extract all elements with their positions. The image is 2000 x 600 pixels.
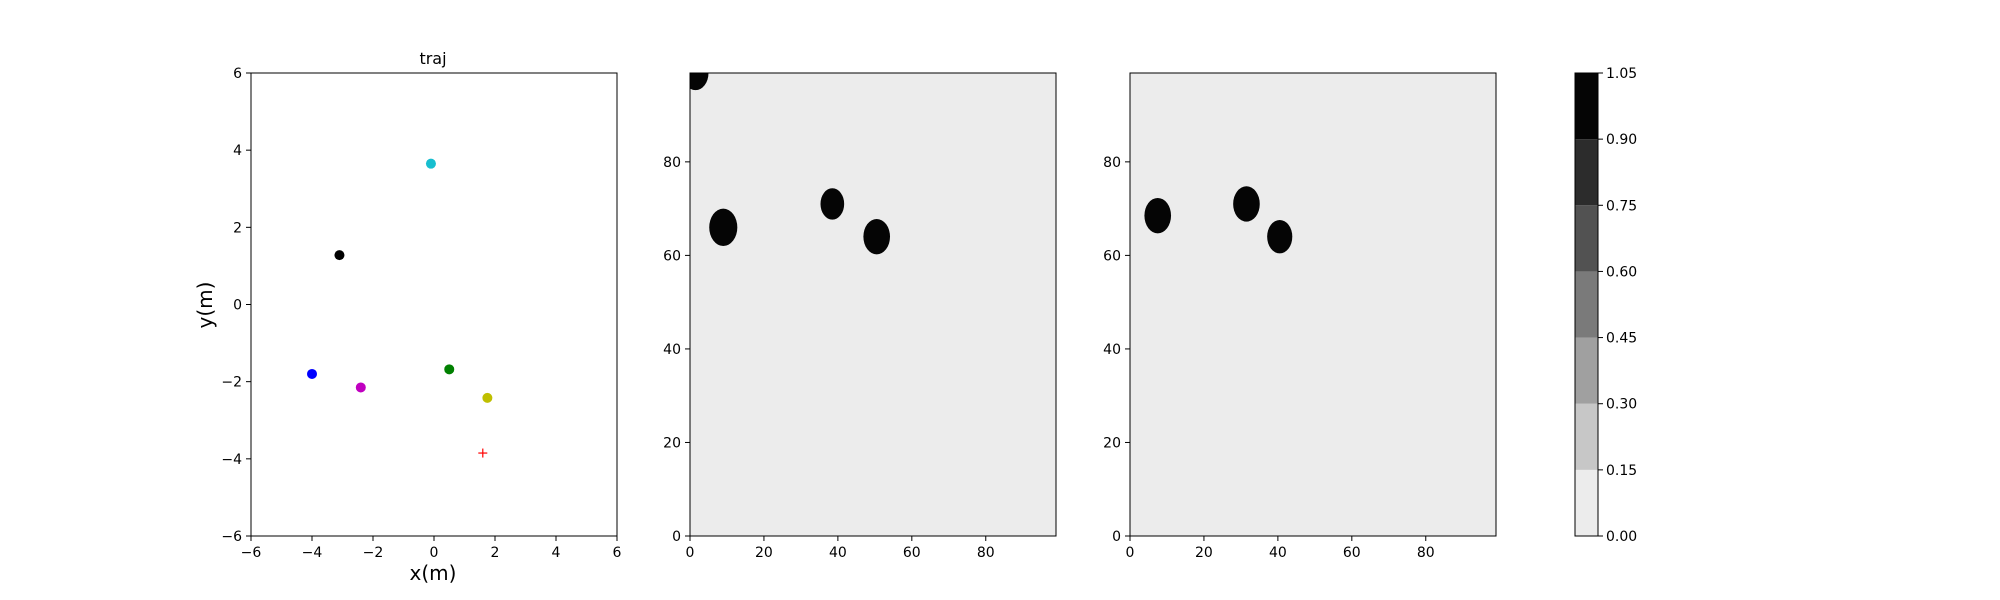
y-tick-label: 20 [1103,435,1121,451]
y-tick-label: 40 [1103,342,1121,358]
x-tick-label: 20 [1195,545,1213,561]
scatter-point-2 [307,368,317,379]
x-tick-label: 40 [829,545,847,561]
scatter-point-3 [355,382,366,393]
colorbar-tick-label: 0.90 [1606,132,1637,148]
map-2-axes-frame [1129,72,1497,537]
y-tick-label: 6 [233,66,242,82]
map-background [690,73,1056,536]
x-tick-label: 60 [903,545,921,561]
y-tick-label: −2 [221,375,242,391]
map-1-image [690,73,1056,536]
colorbar-tick-label: 0.75 [1606,198,1637,214]
obstacle-blob [820,188,845,220]
obstacle-blob [1267,219,1293,254]
colorbar-tick-label: 0.15 [1606,463,1637,479]
x-tick-label: 80 [977,545,995,561]
colorbar-tick-label: 0.00 [1606,529,1637,545]
y-tick-label: −4 [221,452,242,468]
colorbar-band [1575,337,1598,404]
x-tick-label: 2 [491,545,500,561]
y-tick-label: 4 [233,143,242,159]
trajectory-axes-frame [250,72,618,537]
x-tick-label: 20 [755,545,773,561]
y-axis-label: y(m) [193,282,217,329]
x-tick-label: 60 [1343,545,1361,561]
obstacle-blob [863,219,891,255]
y-tick-label: 0 [1112,529,1121,545]
trajectory-points [307,158,493,458]
colorbar-band [1575,205,1598,272]
colorbar: 0.00 0.15 0.30 0.45 0.60 0.75 0.90 1.05 [1574,66,1637,545]
colorbar-band [1575,139,1598,206]
y-tick-label: 40 [663,342,681,358]
map-2-image [1130,73,1496,536]
colorbar-ticks: 0.00 0.15 0.30 0.45 0.60 0.75 0.90 1.05 [1598,66,1637,545]
x-tick-label: 40 [1269,545,1287,561]
scatter-point-0 [425,158,436,169]
colorbar-tick-label: 1.05 [1606,66,1637,82]
trajectory-plot: traj −6 −4 −2 0 2 4 6 −6 −4 −2 0 2 4 6 x(m) y(m) [193,49,622,585]
scatter-point-5 [482,392,493,403]
colorbar-frame [1574,72,1599,537]
map-2-ticks: 0 20 40 60 80 0 20 40 60 80 [1103,155,1434,561]
x-tick-label: 4 [552,545,561,561]
colorbar-tick-label: 0.30 [1606,397,1637,413]
scatter-point-1 [334,250,345,261]
x-tick-label: 80 [1417,545,1435,561]
y-tick-label: 0 [233,298,242,314]
y-tick-label: 0 [672,529,681,545]
obstacle-blob [1144,197,1172,234]
x-tick-label: −4 [302,545,323,561]
colorbar-band [1575,271,1598,338]
y-tick-label: 20 [663,435,681,451]
map-1-axes-frame [689,72,1057,537]
colorbar-band [1575,73,1598,140]
x-tick-label: 0 [686,545,695,561]
y-tick-label: 60 [1103,248,1121,264]
colorbar-tick-label: 0.60 [1606,264,1637,280]
colorbar-band [1575,469,1598,536]
map-plot-1: 0 20 40 60 80 0 20 40 60 80 [663,72,1057,561]
y-tick-label: 80 [663,155,681,171]
x-tick-label: 0 [430,545,439,561]
x-tick-label: 6 [613,545,622,561]
colorbar-bands [1575,73,1598,536]
x-tick-label: −2 [363,545,384,561]
target-plus-marker [478,448,488,458]
y-tick-label: 2 [233,220,242,236]
map-1-ticks: 0 20 40 60 80 0 20 40 60 80 [663,155,994,561]
trajectory-title: traj [419,49,446,68]
scatter-point-4 [444,364,455,375]
y-tick-label: −6 [221,529,242,545]
map-background [1130,73,1496,536]
y-tick-label: 60 [663,248,681,264]
colorbar-band [1575,403,1598,470]
trajectory-ticks: −6 −4 −2 0 2 4 6 −6 −4 −2 0 2 4 6 [221,66,621,561]
obstacle-blob [709,208,738,246]
obstacle-blob [1233,186,1260,222]
y-tick-label: 80 [1103,155,1121,171]
colorbar-tick-label: 0.45 [1606,331,1637,347]
map-plot-2: 0 20 40 60 80 0 20 40 60 80 [1103,72,1497,561]
obstacle-blob [690,73,709,91]
x-tick-label: −6 [241,545,262,561]
x-axis-label: x(m) [410,561,457,585]
x-tick-label: 0 [1126,545,1135,561]
